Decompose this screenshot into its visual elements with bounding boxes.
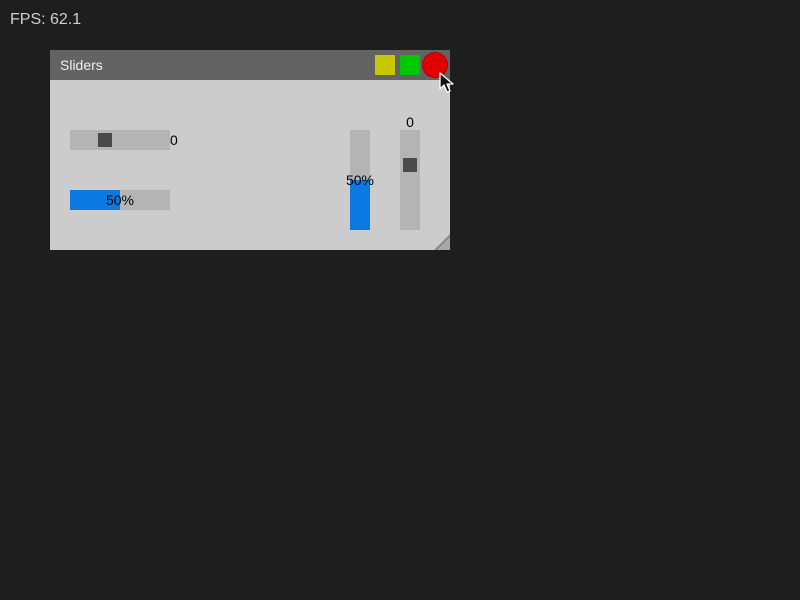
vertical-progress-fill [350,180,370,230]
vertical-slider[interactable] [400,130,420,230]
minimize-button[interactable] [375,55,395,75]
sliders-window: Sliders 0 50% 50% 0 [50,50,450,250]
vertical-progress-bar [350,130,370,230]
horizontal-progress-label: 50% [105,192,135,208]
horizontal-progress-bar: 50% [70,190,170,210]
vertical-slider-value: 0 [406,114,414,130]
horizontal-progress-fill [70,190,120,210]
maximize-button[interactable] [400,55,420,75]
vertical-slider-thumb[interactable] [403,158,417,173]
resize-grip-icon[interactable] [434,234,450,250]
horizontal-slider[interactable] [70,130,170,150]
close-button[interactable] [423,53,447,77]
vertical-progress-label: 50% [345,172,375,188]
mouse-cursor-icon [439,72,454,93]
horizontal-slider-value: 0 [170,132,178,148]
window-titlebar[interactable]: Sliders [50,50,450,80]
horizontal-slider-thumb[interactable] [98,133,113,147]
window-title: Sliders [60,57,103,73]
fps-counter: FPS: 62.1 [10,11,82,28]
